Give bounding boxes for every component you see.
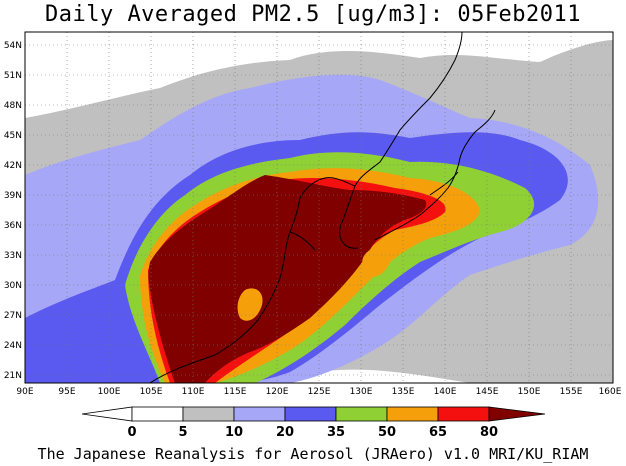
lat-tick: 45N — [4, 131, 22, 141]
colorbar-label: 20 — [276, 425, 294, 440]
lat-tick: 21N — [4, 371, 22, 381]
lat-tick: 48N — [4, 101, 22, 111]
contour-80-plus — [148, 175, 427, 383]
lon-tick: 95E — [58, 387, 75, 397]
colorbar-label: 5 — [178, 425, 187, 440]
colorbar-swatch-10-20 — [233, 406, 286, 422]
lat-tick: 39N — [4, 191, 22, 201]
contour-inner-orange-1 — [237, 288, 263, 321]
lat-tick: 24N — [4, 341, 22, 351]
lon-tick: 125E — [308, 387, 331, 397]
lon-tick: 135E — [392, 387, 415, 397]
colorbar-label: 10 — [225, 425, 243, 440]
lon-tick: 100E — [98, 387, 121, 397]
colorbar-label: 80 — [480, 425, 498, 440]
colorbar-swatch-0-5 — [131, 406, 184, 422]
lon-tick: 155E — [560, 387, 583, 397]
lon-tick: 145E — [476, 387, 499, 397]
lat-tick: 33N — [4, 251, 22, 261]
colorbar-label: 0 — [127, 425, 136, 440]
lon-tick: 90E — [16, 387, 33, 397]
lon-tick: 140E — [434, 387, 457, 397]
lat-ticks: 21N 24N 27N 30N 33N 36N 39N 42N 45N 48N … — [4, 41, 22, 381]
footer-credit: The Japanese Reanalysis for Aerosol (JRA… — [37, 445, 589, 463]
lon-tick: 115E — [224, 387, 247, 397]
lat-tick: 54N — [4, 41, 22, 51]
plot-frame — [24, 31, 614, 384]
lat-tick: 27N — [4, 311, 22, 321]
coastline — [149, 32, 496, 383]
lon-ticks: 90E 95E 100E 105E 110E 115E 120E 125E 13… — [16, 387, 621, 397]
colorbar-swatch-35-50 — [335, 406, 388, 422]
colorbar-swatch-65-80 — [437, 406, 490, 422]
colorbar-label: 50 — [378, 425, 396, 440]
colorbar-swatch-lt0 — [81, 406, 133, 422]
colorbar-label: 65 — [429, 425, 447, 440]
lat-tick: 51N — [4, 71, 22, 81]
colorbar-swatch-gt80 — [488, 406, 546, 422]
gridlines — [25, 32, 613, 383]
colorbar-swatch-5-10 — [182, 406, 235, 422]
colorbar-labels: 0 5 10 20 35 50 65 80 — [127, 425, 498, 440]
colorbar-swatch-50-65 — [386, 406, 439, 422]
lon-tick: 120E — [266, 387, 289, 397]
colorbar-label: 35 — [327, 425, 345, 440]
colorbar — [81, 406, 546, 422]
lon-tick: 130E — [350, 387, 373, 397]
lat-tick: 42N — [4, 161, 22, 171]
lon-tick: 110E — [182, 387, 205, 397]
lat-tick: 36N — [4, 221, 22, 231]
colorbar-swatch-20-35 — [284, 406, 337, 422]
lat-tick: 30N — [4, 281, 22, 291]
pm25-field — [25, 32, 613, 383]
chart-title: Daily Averaged PM2.5 [ug/m3]: 05Feb2011 — [44, 2, 582, 27]
lon-tick: 160E — [599, 387, 622, 397]
lon-tick: 150E — [518, 387, 541, 397]
lon-tick: 105E — [140, 387, 163, 397]
